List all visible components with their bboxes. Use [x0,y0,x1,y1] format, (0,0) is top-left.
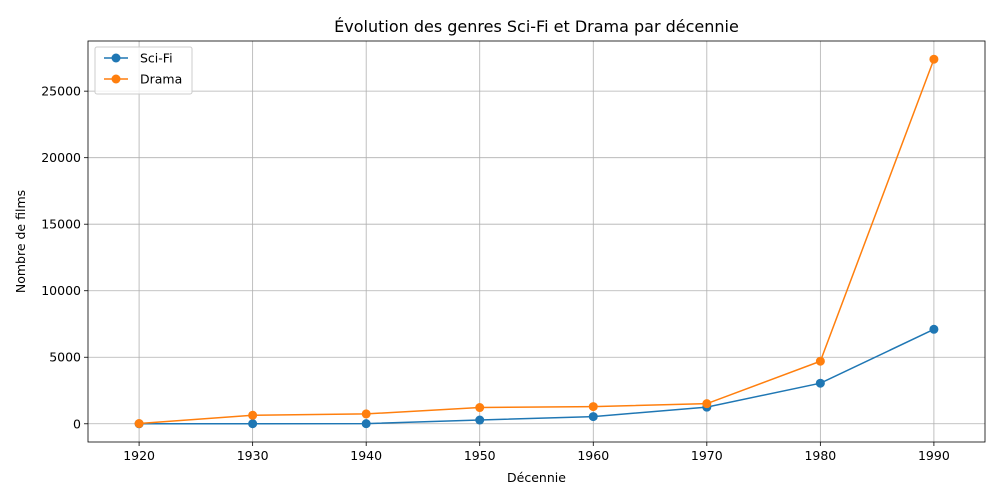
y-tick-label: 5000 [49,350,81,365]
series-layer [134,54,939,429]
x-tick-label: 1960 [577,448,609,463]
x-tick-label: 1930 [237,448,269,463]
data-point [588,412,598,422]
legend-marker [111,74,121,84]
grid-lines [88,41,985,442]
y-tick-label: 15000 [41,217,81,232]
x-tick-label: 1970 [691,448,723,463]
y-axis-label: Nombre de films [13,190,28,293]
data-point [929,54,939,64]
data-point [815,356,825,366]
y-tick-label: 25000 [41,84,81,99]
series-drama [134,54,939,429]
data-point [248,419,258,429]
legend-label: Sci-Fi [140,51,173,66]
x-tick-label: 1980 [804,448,836,463]
data-point [588,402,598,412]
x-tick-label: 1990 [918,448,950,463]
legend-item: Sci-Fi [104,51,173,66]
legend: Sci-Fi Drama [94,46,193,95]
x-tick-label: 1920 [123,448,155,463]
data-point [475,415,485,425]
y-tick-label: 20000 [41,150,81,165]
x-axis-label: Décennie [507,470,566,485]
legend-item: Drama [104,72,182,87]
y-tick-label: 10000 [41,283,81,298]
series-line [139,328,935,425]
series-line [139,58,935,425]
chart-title: Évolution des genres Sci-Fi et Drama par… [334,17,739,36]
data-point [361,409,371,419]
y-tick-label: 0 [73,416,81,431]
data-point [248,410,258,420]
axis-ticks: 1920 1930 1940 1950 1960 1970 1980 1990 0 5000 100… [41,84,950,463]
plot-frame [87,40,986,443]
x-tick-label: 1940 [350,448,382,463]
data-point [361,419,371,429]
x-tick-label: 1950 [464,448,496,463]
data-point [929,324,939,334]
data-point [815,378,825,388]
data-point [702,399,712,409]
data-point [134,419,144,429]
data-point [475,403,485,413]
legend-label: Drama [140,72,182,87]
legend-marker [111,53,121,63]
